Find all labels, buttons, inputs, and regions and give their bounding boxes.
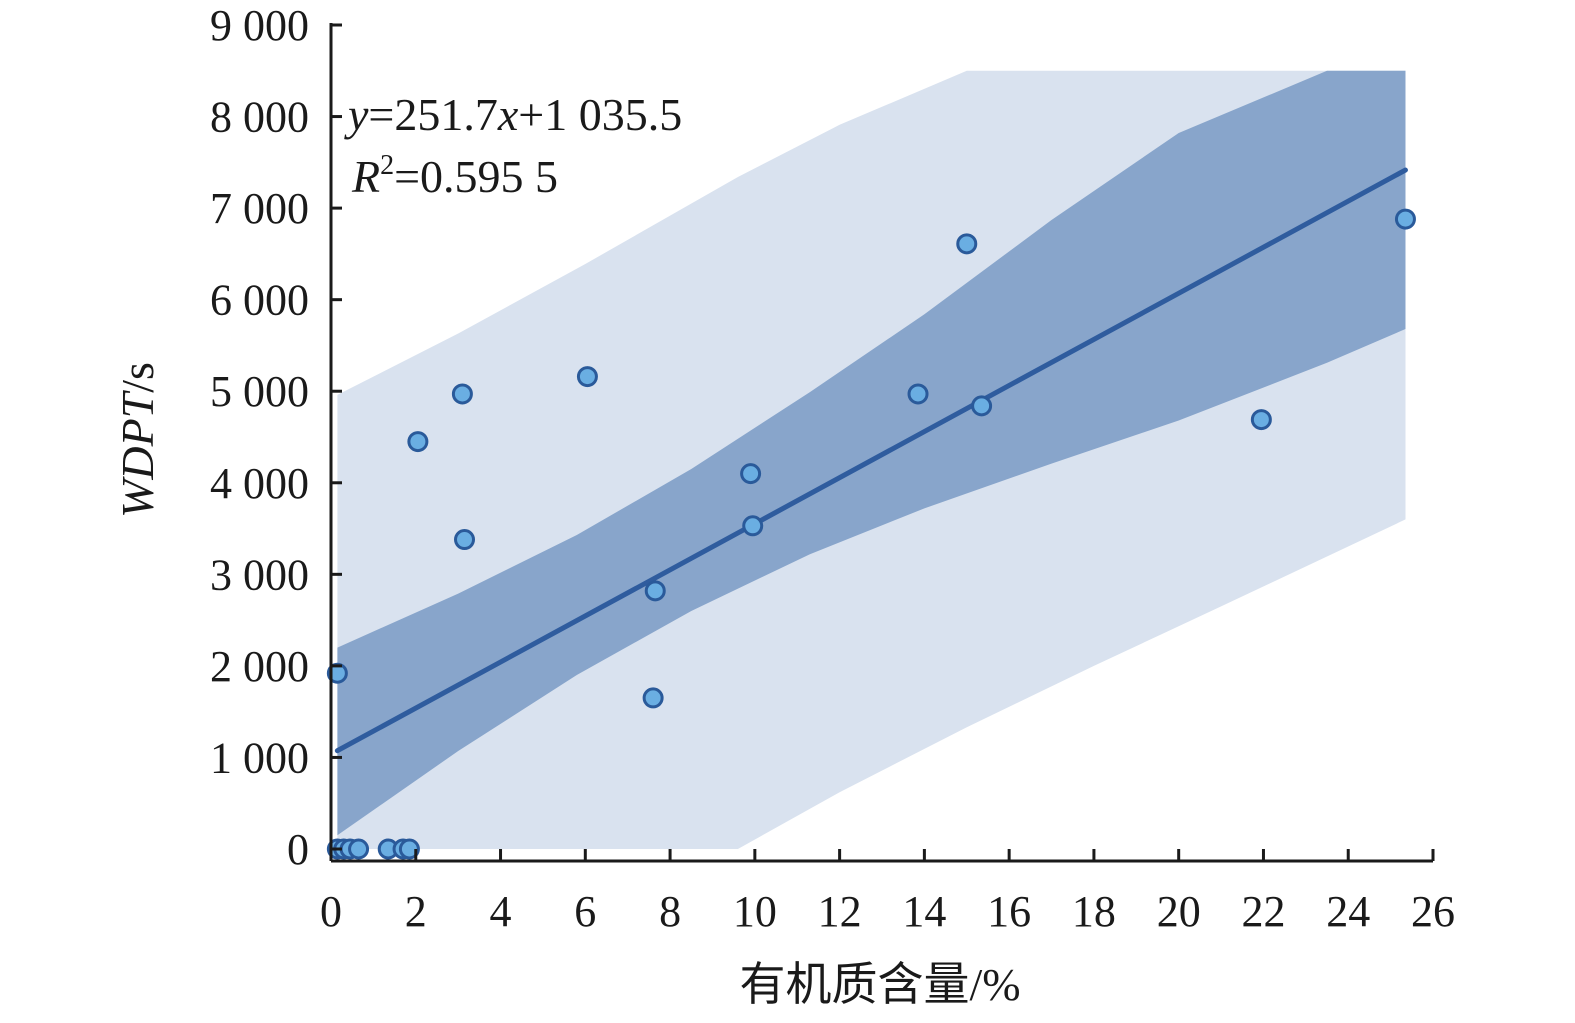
x-tick-label: 0: [320, 887, 342, 936]
y-axis-title-unit: /s: [112, 362, 163, 393]
x-tick-label: 4: [490, 887, 512, 936]
x-tick-label: 24: [1326, 887, 1370, 936]
y-tick-label: 6 000: [210, 276, 309, 325]
y-tick-label: 0: [287, 825, 309, 874]
x-tick-label: 10: [733, 887, 777, 936]
equation-y-var: y: [344, 89, 369, 140]
x-tick-label: 2: [405, 887, 427, 936]
r2-superscript: 2: [380, 150, 394, 181]
y-tick-label: 5 000: [210, 367, 309, 416]
data-point: [907, 383, 929, 405]
axes-layer: [329, 23, 1433, 863]
data-point: [348, 838, 370, 860]
data-point: [642, 687, 664, 709]
y-axis-title-main: WDPT: [112, 389, 163, 518]
data-point: [1394, 208, 1416, 230]
x-tick-label: 14: [902, 887, 946, 936]
regression-equation: y=251.7x+1 035.5: [344, 89, 682, 140]
data-point: [454, 529, 476, 551]
x-tick-label: 22: [1241, 887, 1285, 936]
data-point: [398, 838, 420, 860]
fit-line: [334, 167, 1408, 754]
data-point: [576, 366, 598, 388]
r-squared-label: R2=0.595 5: [351, 150, 558, 202]
y-tick-label: 8 000: [210, 93, 309, 142]
x-tick-label: 12: [818, 887, 862, 936]
fit-layer: [334, 167, 1408, 754]
data-point: [644, 580, 666, 602]
y-tick-label: 3 000: [210, 550, 309, 599]
y-tick-label: 7 000: [210, 184, 309, 233]
x-tick-label: 20: [1157, 887, 1201, 936]
data-point: [451, 383, 473, 405]
data-point: [971, 395, 993, 417]
x-axis-title: 有机质含量/%: [739, 959, 1020, 1010]
x-tick-label: 6: [574, 887, 596, 936]
data-point: [956, 233, 978, 255]
y-tick-label: 4 000: [210, 459, 309, 508]
data-point: [1250, 409, 1272, 431]
confidence-band: [337, 70, 1406, 836]
x-tick-label: 18: [1072, 887, 1116, 936]
x-tick-label: 26: [1411, 887, 1455, 936]
y-tick-label: 2 000: [210, 642, 309, 691]
data-point: [326, 662, 348, 684]
y-axis-title: WDPT/s: [112, 362, 163, 518]
equation-slope: =251.7: [368, 89, 497, 140]
data-point: [407, 431, 429, 453]
x-tick-label: 16: [987, 887, 1031, 936]
r2-symbol: R: [351, 151, 380, 202]
y-tick-label: 9 000: [210, 1, 309, 50]
data-point: [740, 463, 762, 485]
equation-x-var: x: [497, 89, 519, 140]
y-tick-label: 1 000: [210, 733, 309, 782]
r2-value: =0.595 5: [394, 151, 558, 202]
data-point: [742, 515, 764, 537]
equation-intercept: +1 035.5: [518, 89, 682, 140]
x-tick-label: 8: [659, 887, 681, 936]
